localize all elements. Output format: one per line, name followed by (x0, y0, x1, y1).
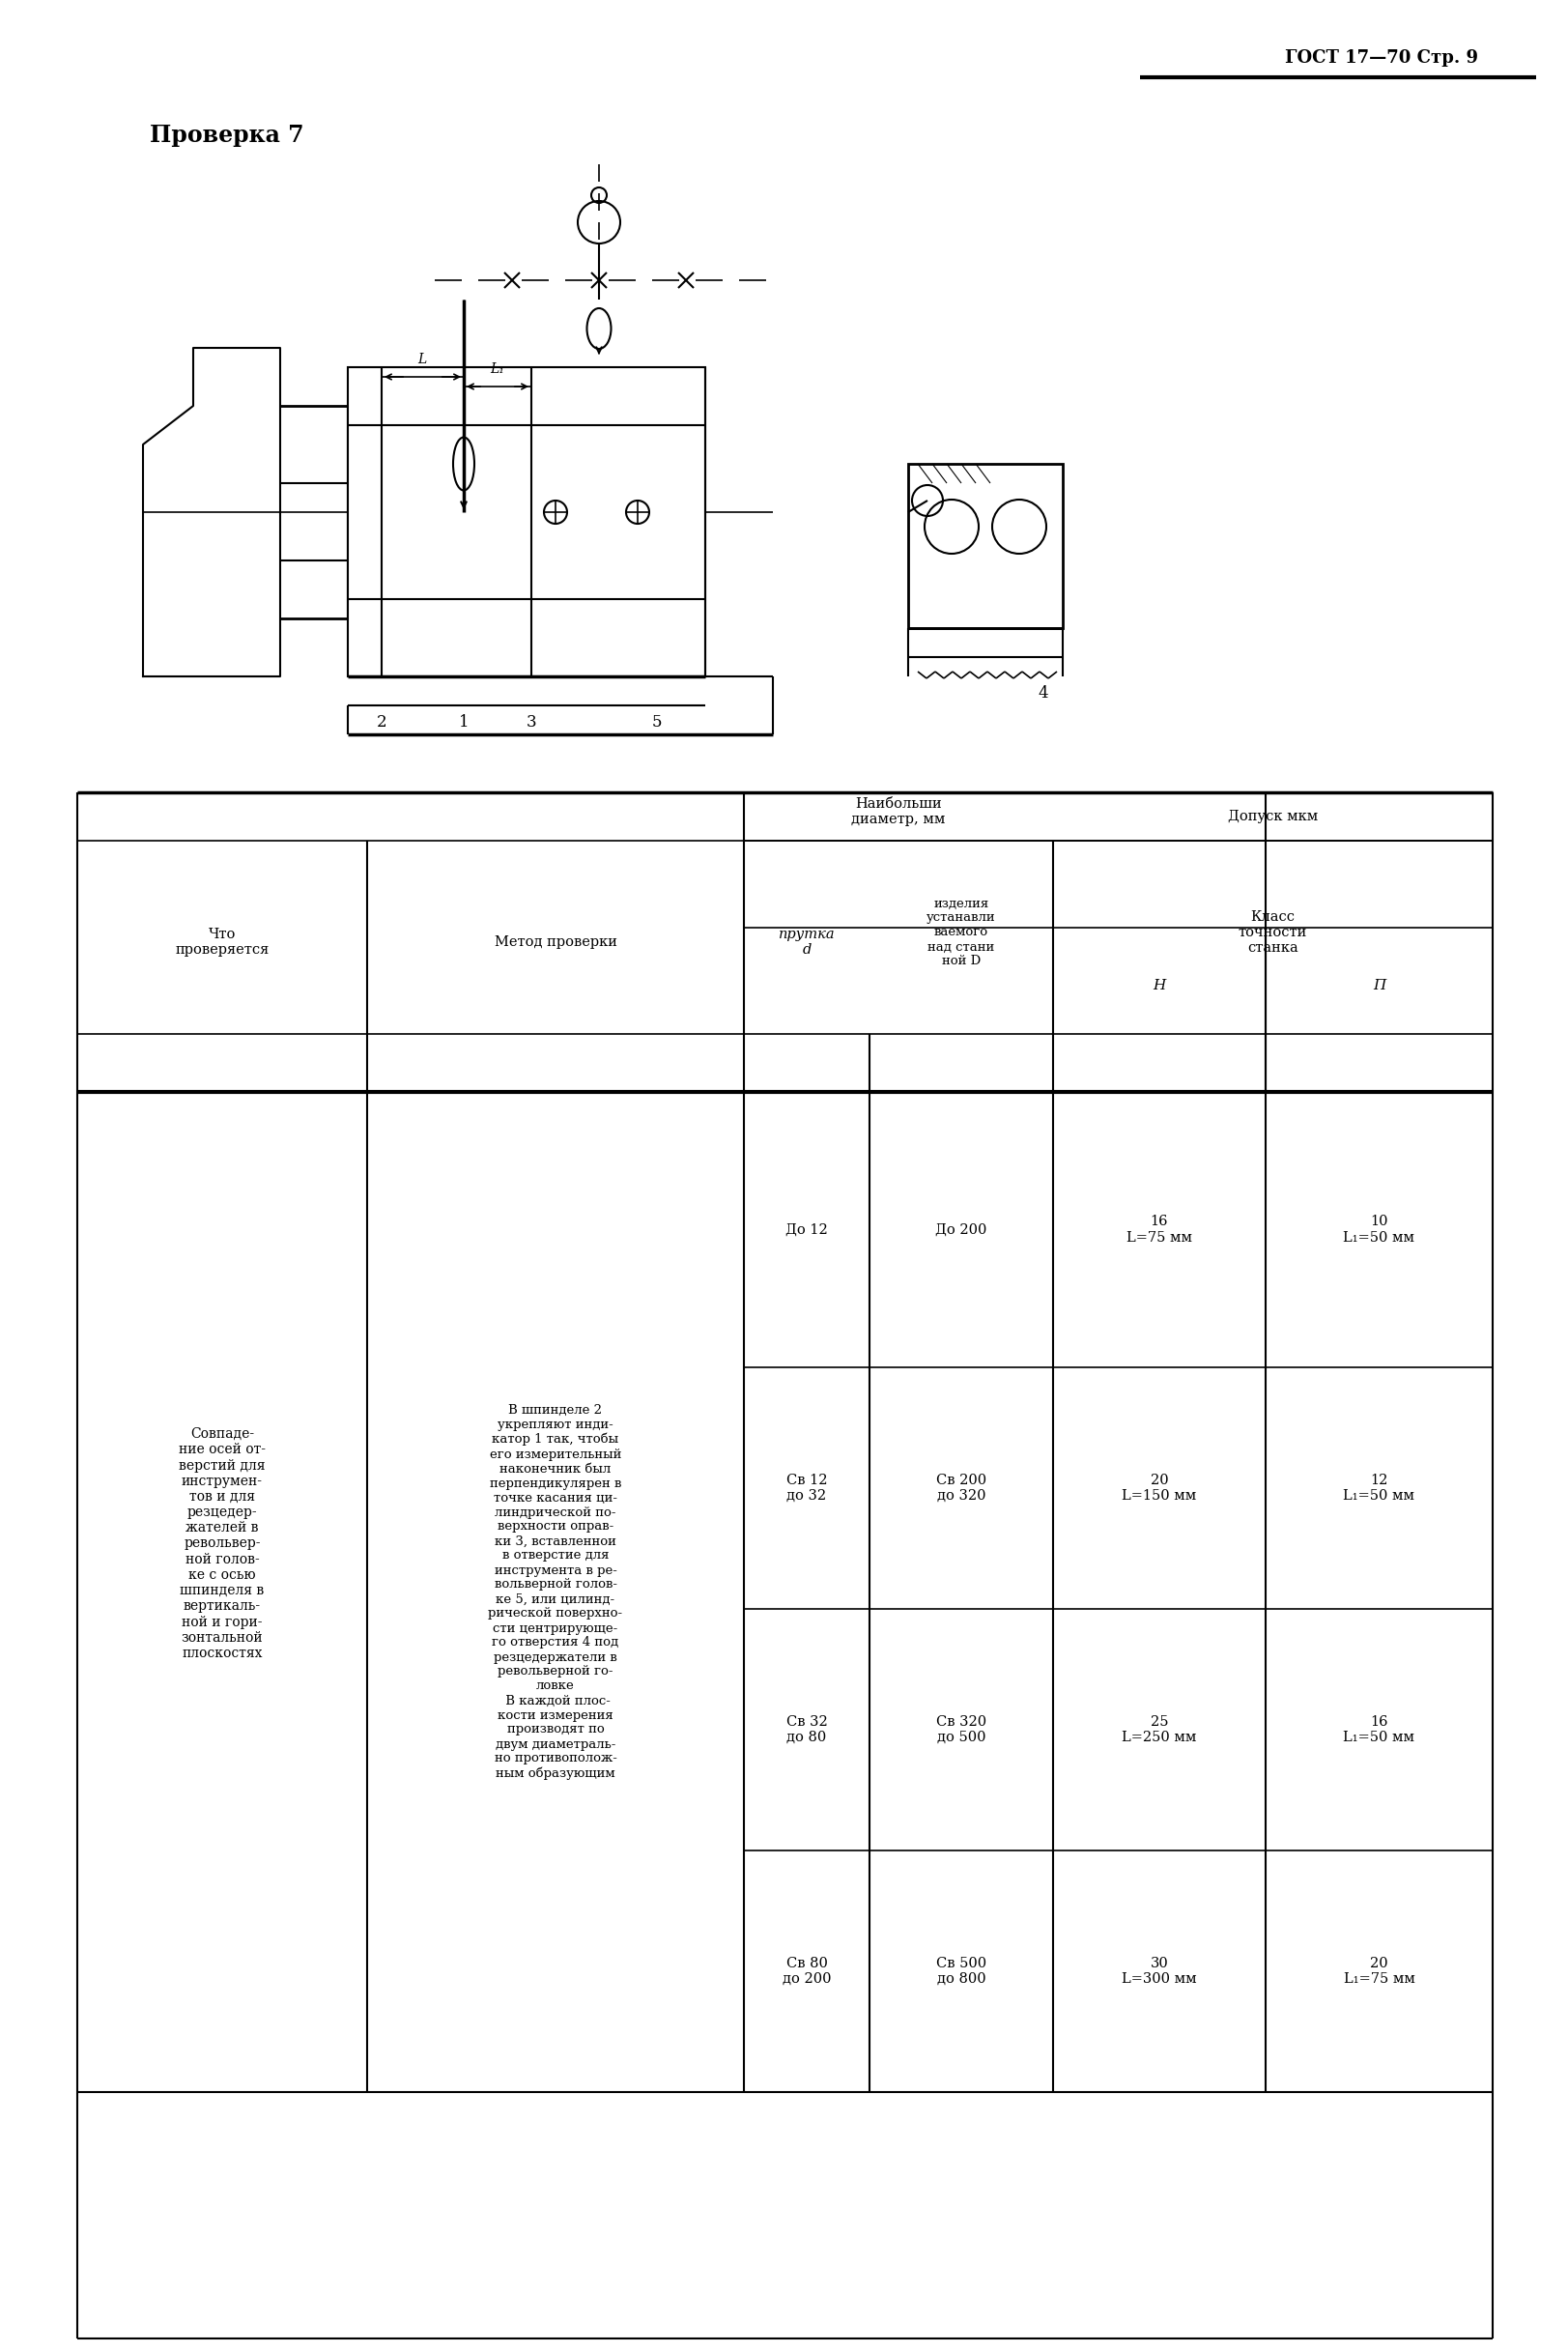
Text: прутка
d: прутка d (778, 927, 836, 957)
Text: изделия
устанавли
ваемого
над стани
ной D: изделия устанавли ваемого над стани ной … (927, 896, 996, 967)
Text: 20
L₁=75 мм: 20 L₁=75 мм (1344, 1957, 1414, 1985)
Text: Класс
точности
станка: Класс точности станка (1239, 910, 1308, 955)
Text: 5: 5 (652, 715, 662, 731)
Text: 20
L=150 мм: 20 L=150 мм (1123, 1472, 1196, 1503)
Text: 10
L₁=50 мм: 10 L₁=50 мм (1344, 1216, 1414, 1244)
Text: 3: 3 (527, 715, 536, 731)
Bar (348, 367, 706, 677)
Text: Допуск мкм: Допуск мкм (1228, 809, 1317, 823)
Text: 4: 4 (1038, 684, 1049, 701)
Text: Наибольши
диаметр, мм: Наибольши диаметр, мм (851, 797, 946, 826)
Text: Что
проверяется: Что проверяется (176, 927, 270, 957)
Text: Н: Н (1152, 978, 1165, 993)
Text: 12
L₁=50 мм: 12 L₁=50 мм (1344, 1472, 1414, 1503)
Text: До 200: До 200 (936, 1223, 988, 1237)
Text: В шпинделе 2
укрепляют инди-
катор 1 так, чтобы
его измерительный
наконечник был: В шпинделе 2 укрепляют инди- катор 1 так… (488, 1404, 622, 1780)
Bar (908, 463, 1063, 628)
Text: Св 200
до 320: Св 200 до 320 (936, 1472, 986, 1503)
Text: П: П (1372, 978, 1386, 993)
Text: Совпаде-
ние осей от-
верстий для
инструмен-
тов и для
резцедер-
жателей в
револ: Совпаде- ние осей от- верстий для инстру… (179, 1428, 265, 1661)
Text: Св 12
до 32: Св 12 до 32 (786, 1472, 828, 1503)
Text: 25
L=250 мм: 25 L=250 мм (1123, 1715, 1196, 1745)
Text: 2: 2 (376, 715, 387, 731)
Text: Метод проверки: Метод проверки (494, 936, 616, 948)
Polygon shape (143, 348, 281, 677)
Text: 16
L₁=50 мм: 16 L₁=50 мм (1344, 1715, 1414, 1745)
Text: Проверка 7: Проверка 7 (151, 125, 304, 146)
Text: L: L (417, 353, 426, 367)
Text: 1: 1 (458, 715, 469, 731)
Text: Св 320
до 500: Св 320 до 500 (936, 1715, 986, 1745)
Text: Св 80
до 200: Св 80 до 200 (782, 1957, 831, 1985)
Text: ГОСТ 17—70 Стр. 9: ГОСТ 17—70 Стр. 9 (1284, 49, 1479, 66)
Text: 30
L=300 мм: 30 L=300 мм (1121, 1957, 1196, 1985)
Text: Св 32
до 80: Св 32 до 80 (786, 1715, 828, 1745)
Text: L₁: L₁ (491, 362, 505, 376)
Text: Св 500
до 800: Св 500 до 800 (936, 1957, 986, 1985)
Text: До 12: До 12 (786, 1223, 828, 1237)
Text: 16
L=75 мм: 16 L=75 мм (1126, 1216, 1192, 1244)
